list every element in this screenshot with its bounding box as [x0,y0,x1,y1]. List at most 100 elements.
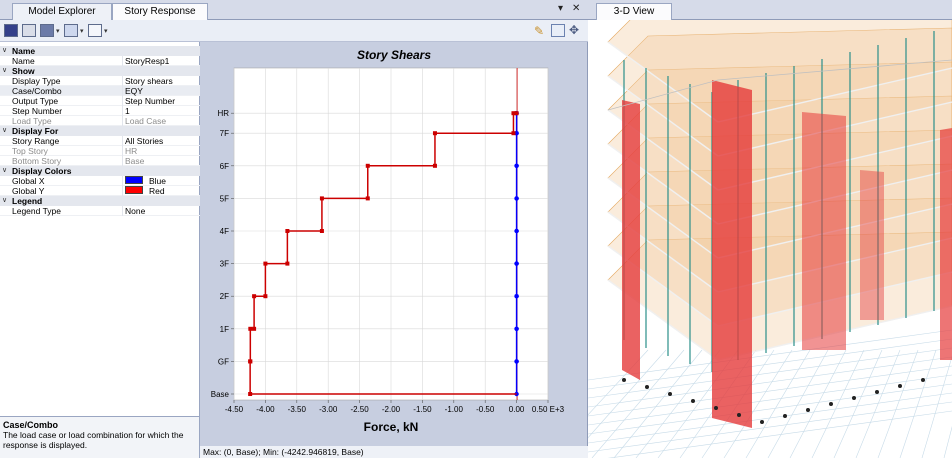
y-tick-label: 1F [220,325,229,334]
view-tab-strip: 3-D View [588,0,952,20]
category-name[interactable]: ∨ Name [0,46,200,56]
x-tick-label: -2.50 [350,405,369,414]
ground-grid-line [588,349,667,439]
data-point [514,359,519,364]
ground-grid-line [943,425,952,458]
data-point [514,131,519,136]
table-icon[interactable] [64,24,78,37]
data-point [252,294,257,299]
support-marker [714,406,718,410]
display-icon[interactable] [40,24,54,37]
prop-global-x[interactable]: Global X Blue [0,176,200,186]
y-tick-label: HR [217,109,229,118]
ground-grid-line [723,349,793,458]
prop-output-type[interactable]: Output Type Step Number [0,96,200,106]
prop-global-y[interactable]: Global Y Red [0,186,200,196]
prop-display-type[interactable]: Display Type Story shears [0,76,200,86]
x-tick-label: 0.50 E+3 [532,405,565,414]
shear-wall [860,170,884,320]
support-marker [737,413,741,417]
x-tick-label: -2.00 [382,405,401,414]
y-tick-label: 7F [220,129,229,138]
data-point [514,261,519,266]
property-grid: ∨ Name Name StoryResp1 ∨ Show Display Type S… [0,42,200,416]
y-tick-label: GF [218,357,229,366]
data-point [432,163,437,168]
pencil-icon[interactable]: ✎ [534,24,545,38]
data-point [252,326,257,331]
data-point [514,196,519,201]
x-tick-label: 0.00 [509,405,525,414]
pan-icon[interactable]: ✥ [569,23,580,37]
ground-grid-line [588,374,952,426]
support-marker [806,408,810,412]
save-icon[interactable] [4,24,18,37]
support-marker [829,402,833,406]
ground-grid-line [899,349,937,458]
ground-grid-line [588,383,952,435]
support-marker [875,390,879,394]
data-point [511,131,516,136]
3d-view-canvas[interactable] [588,20,952,458]
support-marker [622,378,626,382]
roof-outline [607,59,952,111]
category-display-colors[interactable]: ∨ Display Colors [0,166,200,176]
prop-bottom-story: Bottom Story Base [0,156,200,166]
ground-grid-line [588,392,952,444]
ground-grid-line [607,410,952,458]
support-marker [783,414,787,418]
prop-name[interactable]: Name StoryResp1 [0,56,200,66]
ground-grid-line [588,329,952,381]
print-icon[interactable] [22,24,36,37]
ground-grid-line [588,347,952,399]
category-display-for[interactable]: ∨ Display For [0,126,200,136]
chart-title: Story Shears [357,48,431,62]
data-point [514,111,519,116]
prop-load-type: Load Type Load Case [0,116,200,126]
floor-beam [717,67,952,123]
x-axis-label: Force, kN [364,420,419,434]
data-point [514,294,519,299]
chevron-down-icon[interactable]: ▾ [104,28,108,35]
ground-grid-line [588,356,952,408]
prop-top-story: Top Story HR [0,146,200,156]
y-tick-label: 5F [220,194,229,203]
category-show[interactable]: ∨ Show [0,66,200,76]
prop-legend-type[interactable]: Legend Type None [0,206,200,216]
prop-case-combo[interactable]: Case/Combo EQY [0,86,200,96]
support-marker [852,396,856,400]
support-marker [921,378,925,382]
category-legend[interactable]: ∨ Legend [0,196,200,206]
story-shears-chart[interactable]: Story Shears -4.50 -4.00 -3.50 -3.00 -2.50 -2… [200,42,588,446]
floor-beam [607,41,719,123]
tab-story-response[interactable]: Story Response [112,3,208,20]
shear-wall [940,128,952,360]
zoom-window-icon[interactable] [551,24,565,37]
support-marker [898,384,902,388]
tab-3d-view[interactable]: 3-D View [596,3,672,20]
chevron-down-icon[interactable]: ▾ [56,28,60,35]
x-tick-label: -1.00 [445,405,464,414]
tab-model-explorer[interactable]: Model Explorer [12,3,112,20]
chevron-down-icon[interactable]: ▾ [80,28,84,35]
prop-step-number[interactable]: Step Number 1 [0,106,200,116]
prop-story-range[interactable]: Story Range All Stories [0,136,200,146]
x-tick-label: -0.50 [476,405,495,414]
ground-grid-line [855,349,901,458]
ground-grid-line [613,349,703,458]
x-tick-label: -4.00 [256,405,275,414]
ground-grid-line [745,349,811,458]
data-point [319,196,324,201]
chevron-down-icon[interactable]: ▾ [558,3,564,14]
close-icon[interactable]: ✕ [572,3,581,14]
x-tick-label: -3.00 [319,405,338,414]
y-tick-label: 3F [220,260,229,269]
document-icon[interactable] [88,24,102,37]
tab-strip: Model Explorer Story Response ▾ ✕ [0,0,588,20]
y-tick-label: Base [211,390,230,399]
data-point [248,326,253,331]
data-point [365,163,370,168]
series-line [249,112,517,395]
data-point [319,229,324,233]
shear-wall [802,112,846,350]
